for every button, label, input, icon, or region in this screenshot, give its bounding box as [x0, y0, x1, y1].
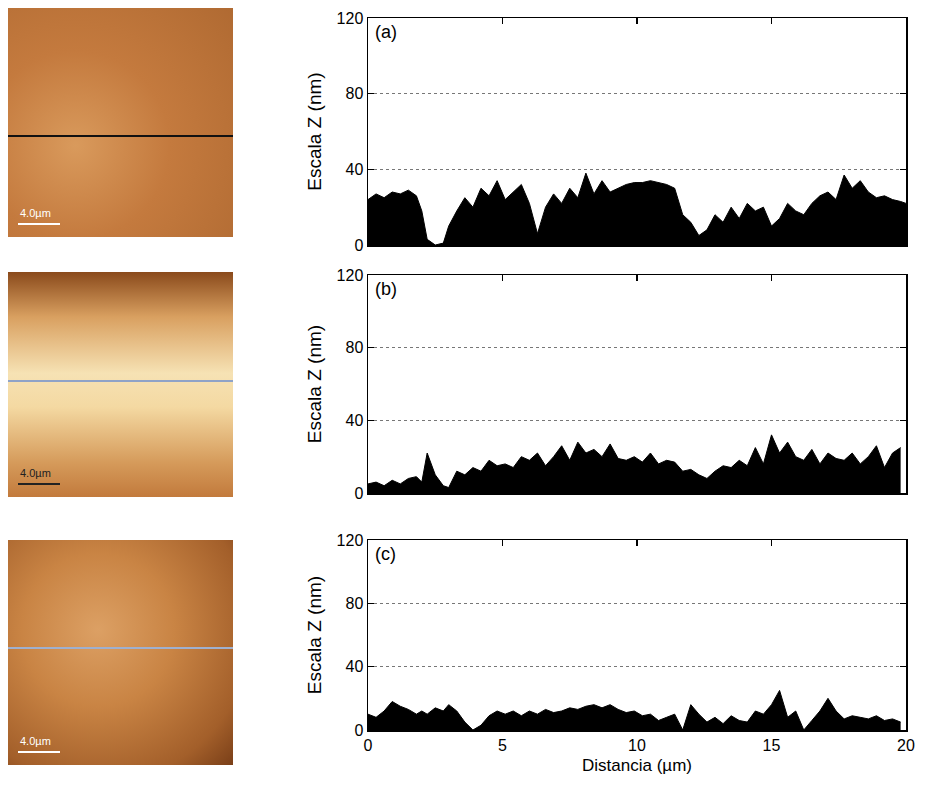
svg-text:20: 20 — [897, 737, 915, 754]
svg-text:5: 5 — [498, 737, 507, 754]
svg-text:0: 0 — [354, 722, 363, 739]
svg-text:0: 0 — [354, 485, 363, 502]
svg-text:0: 0 — [364, 737, 373, 754]
svg-text:Escala Z (nm): Escala Z (nm) — [304, 72, 325, 190]
svg-text:40: 40 — [346, 658, 364, 675]
svg-text:(c): (c) — [375, 544, 396, 564]
svg-text:80: 80 — [346, 85, 364, 102]
svg-text:Escala Z (nm): Escala Z (nm) — [304, 576, 325, 694]
svg-text:80: 80 — [346, 339, 364, 356]
html-text:4.0µm: 4.0µm — [20, 735, 51, 747]
svg-text:120: 120 — [337, 10, 364, 27]
html-text:4.0µm: 4.0µm — [20, 467, 51, 479]
svg-text:120: 120 — [337, 532, 364, 549]
svg-text:(a): (a) — [375, 22, 397, 42]
svg-text:120: 120 — [337, 267, 364, 284]
svg-text:0: 0 — [354, 237, 363, 254]
svg-text:15: 15 — [763, 737, 781, 754]
svg-text:Escala Z (nm): Escala Z (nm) — [304, 325, 325, 443]
svg-text:80: 80 — [346, 595, 364, 612]
svg-text:Distancia (µm): Distancia (µm) — [582, 756, 692, 775]
html-text:4.0µm: 4.0µm — [20, 207, 51, 219]
svg-text:40: 40 — [346, 412, 364, 429]
svg-text:10: 10 — [628, 737, 646, 754]
svg-text:40: 40 — [346, 161, 364, 178]
svg-text:(b): (b) — [375, 279, 397, 299]
